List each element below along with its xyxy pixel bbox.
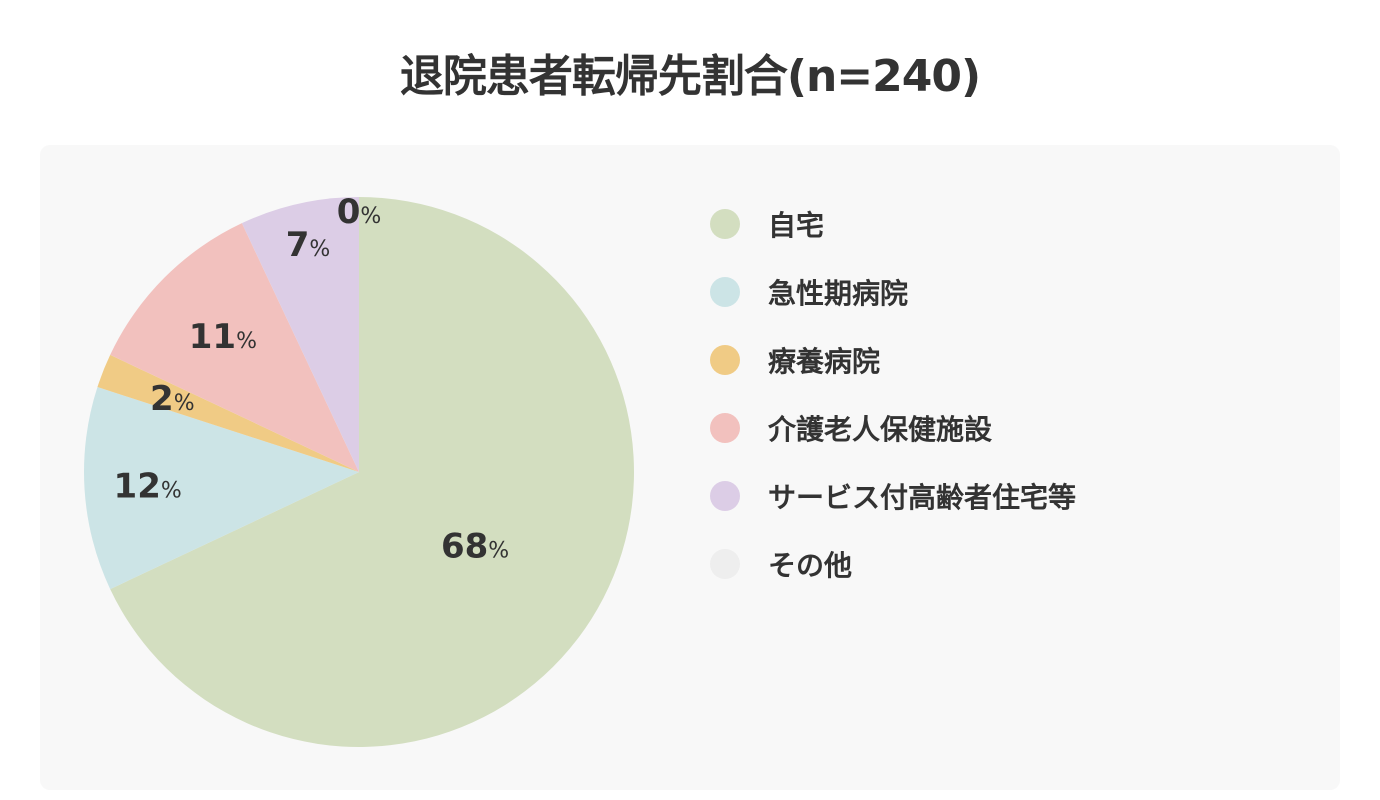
legend-swatch [710, 345, 740, 375]
legend-swatch [710, 277, 740, 307]
legend-item: 急性期病院 [710, 258, 1076, 326]
chart-title: 退院患者転帰先割合(n=240) [399, 51, 981, 102]
legend-label: 療養病院 [768, 345, 881, 378]
pie-slice-0 [110, 197, 635, 747]
legend-item: 療養病院 [710, 326, 1076, 394]
legend-swatch [710, 481, 740, 511]
pie-slice-2 [97, 354, 359, 472]
legend-item: 自宅 [710, 190, 1076, 258]
legend-item: その他 [710, 530, 1076, 598]
legend-label: サービス付高齢者住宅等 [768, 481, 1077, 514]
slice-label-0: 68% [441, 527, 509, 567]
slice-label-4: 7% [286, 225, 331, 265]
pie-slice-4 [241, 197, 359, 472]
legend-label: その他 [768, 549, 853, 582]
slice-label-1: 12% [114, 466, 182, 506]
legend-item: 介護老人保健施設 [710, 394, 1076, 462]
legend-swatch [710, 413, 740, 443]
legend-swatch [710, 209, 740, 239]
pie-slice-1 [84, 387, 360, 590]
legend-item: サービス付高齢者住宅等 [710, 462, 1076, 530]
legend-label: 介護老人保健施設 [768, 413, 993, 446]
pie-slice-3 [110, 223, 359, 472]
legend: 自宅急性期病院療養病院介護老人保健施設サービス付高齢者住宅等 その他 [710, 190, 1076, 598]
slice-label-2: 2% [150, 379, 195, 419]
chart-panel: 68% 12% 2% 11% 7% 0% 自宅急性期病院療養病院介護老人保健施設サービス付… [40, 145, 1340, 790]
legend-label: 急性期病院 [768, 277, 909, 310]
slice-label-3: 11% [189, 317, 257, 357]
slice-label-5: 0% [337, 192, 382, 232]
pie-chart: 68% 12% 2% 11% 7%0% [84, 192, 635, 747]
legend-label: 自宅 [768, 209, 825, 242]
legend-swatch [710, 549, 740, 579]
